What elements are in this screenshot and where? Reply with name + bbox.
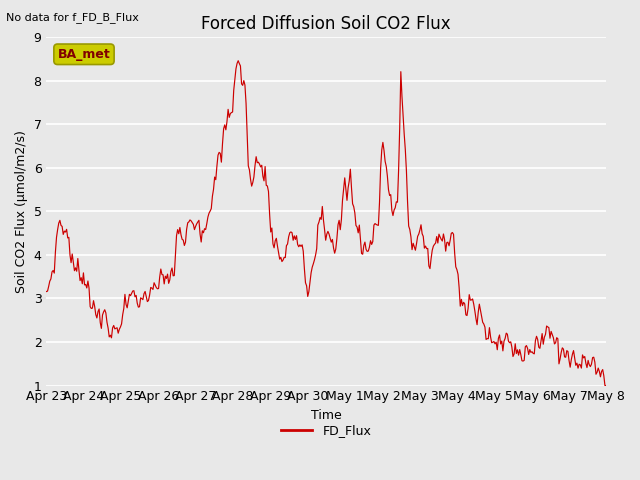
X-axis label: Time: Time [311,409,342,422]
Text: No data for f_FD_B_Flux: No data for f_FD_B_Flux [6,12,140,23]
Title: Forced Diffusion Soil CO2 Flux: Forced Diffusion Soil CO2 Flux [202,15,451,33]
Y-axis label: Soil CO2 Flux (μmol/m2/s): Soil CO2 Flux (μmol/m2/s) [15,130,28,293]
Text: BA_met: BA_met [58,48,110,61]
Legend: FD_Flux: FD_Flux [276,419,376,442]
